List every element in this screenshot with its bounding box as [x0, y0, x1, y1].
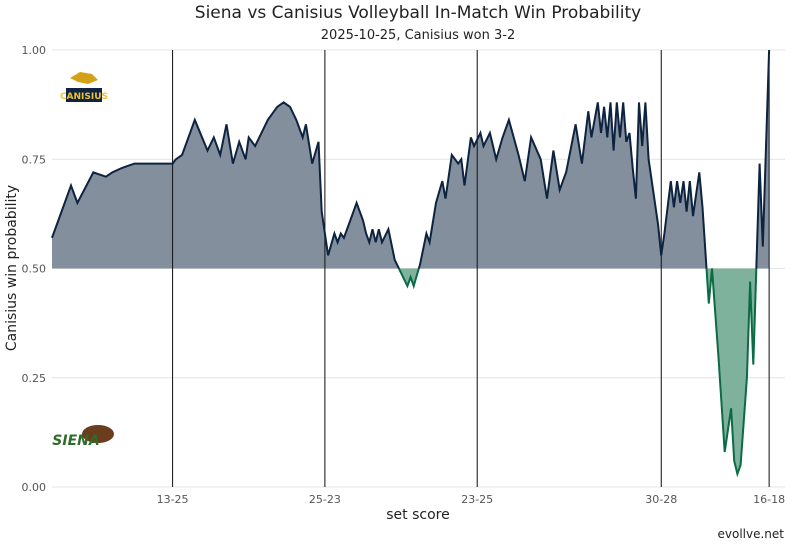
y-tick-label: 0.25 — [22, 372, 47, 385]
logo-canisius: CANISIUS — [60, 72, 108, 102]
x-tick-label: 16-18 — [753, 493, 785, 506]
chart-title: Siena vs Canisius Volleyball In-Match Wi… — [195, 3, 641, 23]
x-tick-label: 30-28 — [645, 493, 677, 506]
y-tick-label: 1.00 — [22, 44, 47, 57]
logo-siena: SIENA — [52, 425, 114, 449]
y-tick-label: 0.00 — [22, 481, 47, 494]
logo-text: CANISIUS — [60, 92, 108, 102]
x-tick-label: 25-23 — [309, 493, 341, 506]
logo-text: SIENA — [52, 433, 99, 449]
x-tick-label: 23-25 — [461, 493, 493, 506]
caption: evollve.net — [718, 527, 785, 541]
x-axis-label: set score — [386, 507, 449, 523]
line-above — [51, 49, 771, 269]
x-tick-label: 13-25 — [157, 493, 189, 506]
y-tick-label: 0.50 — [22, 263, 47, 276]
chart-subtitle: 2025-10-25, Canisius won 3-2 — [321, 28, 515, 43]
y-tick-label: 0.75 — [22, 153, 47, 166]
area-above — [52, 50, 770, 269]
y-axis-label: Canisius win probability — [4, 185, 20, 351]
